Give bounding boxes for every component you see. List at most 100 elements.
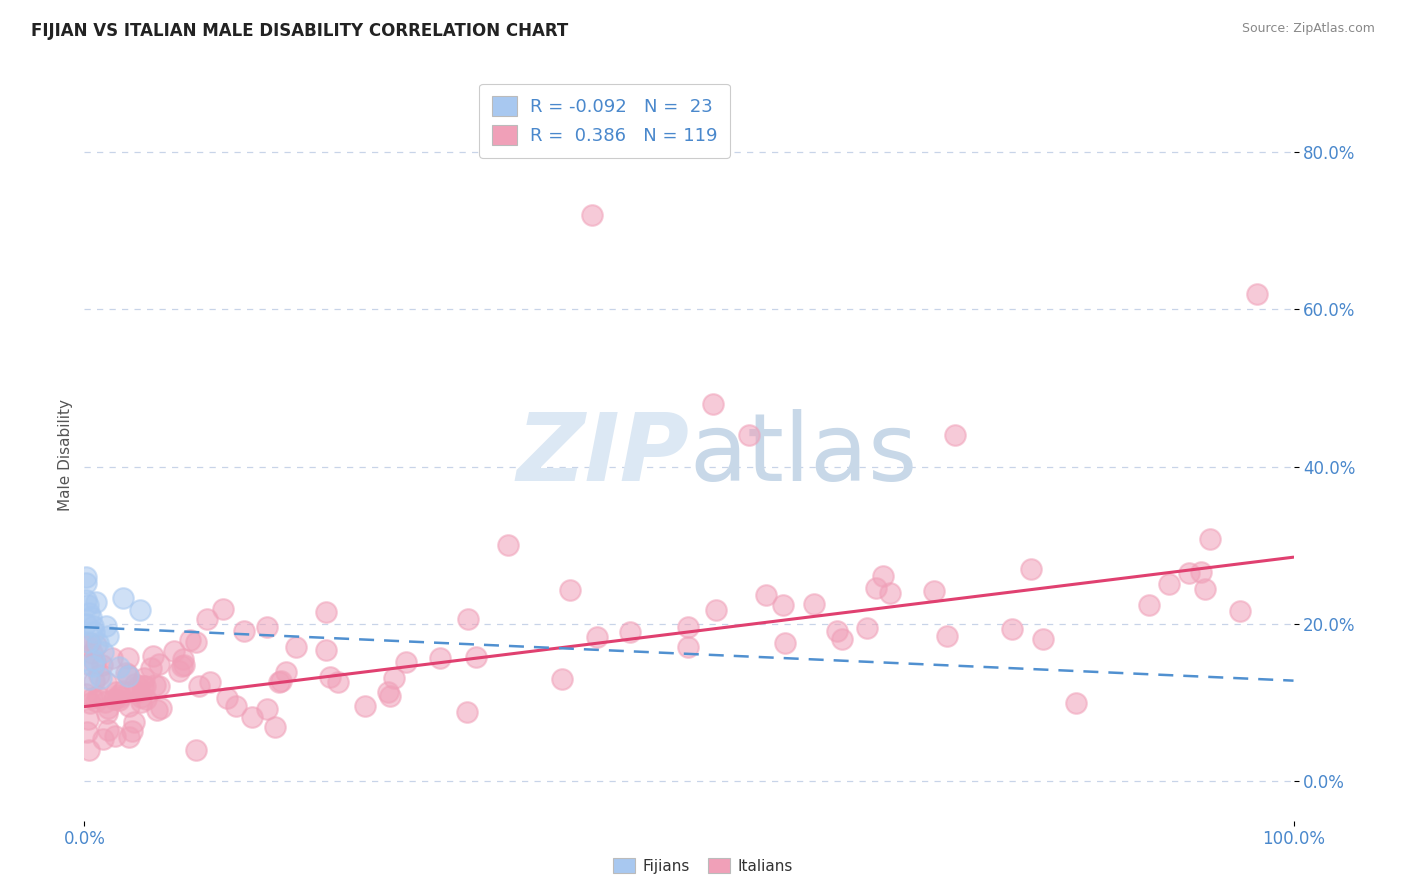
- Point: [148, 679, 170, 693]
- Point: [86, 636, 108, 650]
- Point: [82, 659, 104, 673]
- Point: [76, 639, 98, 653]
- Point: [117, 669, 139, 683]
- Point: [704, 603, 727, 617]
- Point: [83, 652, 105, 666]
- Point: [75, 687, 97, 701]
- Point: [103, 692, 125, 706]
- Point: [1189, 565, 1212, 579]
- Text: FIJIAN VS ITALIAN MALE DISABILITY CORRELATION CHART: FIJIAN VS ITALIAN MALE DISABILITY CORREL…: [31, 22, 568, 40]
- Point: [112, 684, 135, 698]
- Point: [456, 705, 478, 719]
- Point: [84, 657, 107, 671]
- Point: [551, 672, 574, 686]
- Point: [115, 666, 138, 681]
- Legend: Fijians, Italians: Fijians, Italians: [607, 852, 799, 880]
- Point: [315, 605, 337, 619]
- Point: [75, 570, 97, 584]
- Point: [1064, 696, 1087, 710]
- Point: [581, 208, 603, 222]
- Point: [198, 675, 221, 690]
- Point: [96, 618, 118, 632]
- Point: [773, 635, 796, 649]
- Point: [172, 659, 194, 673]
- Point: [184, 635, 207, 649]
- Point: [263, 720, 285, 734]
- Point: [179, 633, 201, 648]
- Point: [93, 732, 115, 747]
- Point: [457, 612, 479, 626]
- Point: [76, 657, 98, 672]
- Point: [354, 698, 377, 713]
- Point: [108, 660, 131, 674]
- Point: [326, 674, 349, 689]
- Point: [82, 619, 104, 633]
- Point: [267, 675, 290, 690]
- Point: [285, 640, 308, 654]
- Point: [94, 675, 117, 690]
- Legend: R = -0.092   N =  23, R =  0.386   N = 119: R = -0.092 N = 23, R = 0.386 N = 119: [479, 84, 730, 158]
- Point: [772, 598, 794, 612]
- Point: [825, 624, 848, 638]
- Point: [146, 703, 169, 717]
- Text: ZIP: ZIP: [516, 409, 689, 501]
- Point: [96, 706, 118, 720]
- Point: [75, 593, 97, 607]
- Point: [97, 723, 120, 738]
- Point: [560, 583, 582, 598]
- Point: [1021, 562, 1043, 576]
- Point: [104, 685, 127, 699]
- Point: [112, 591, 135, 606]
- Point: [132, 671, 155, 685]
- Point: [79, 606, 101, 620]
- Point: [87, 689, 110, 703]
- Point: [380, 689, 402, 703]
- Point: [117, 667, 139, 681]
- Point: [82, 690, 104, 705]
- Point: [145, 678, 167, 692]
- Point: [124, 676, 146, 690]
- Point: [128, 603, 150, 617]
- Y-axis label: Male Disability: Male Disability: [58, 399, 73, 511]
- Text: Source: ZipAtlas.com: Source: ZipAtlas.com: [1241, 22, 1375, 36]
- Point: [134, 679, 156, 693]
- Point: [394, 655, 416, 669]
- Point: [215, 690, 238, 705]
- Point: [80, 610, 103, 624]
- Point: [225, 699, 247, 714]
- Point: [77, 672, 100, 686]
- Point: [108, 690, 131, 704]
- Point: [831, 632, 853, 646]
- Point: [135, 691, 157, 706]
- Point: [125, 685, 148, 699]
- Point: [90, 671, 112, 685]
- Point: [77, 743, 100, 757]
- Point: [118, 731, 141, 745]
- Point: [75, 576, 97, 591]
- Point: [1246, 286, 1268, 301]
- Point: [211, 602, 233, 616]
- Point: [107, 689, 129, 703]
- Point: [91, 645, 114, 659]
- Point: [118, 699, 141, 714]
- Point: [127, 679, 149, 693]
- Point: [148, 657, 170, 672]
- Point: [167, 664, 190, 678]
- Point: [141, 660, 163, 674]
- Point: [935, 629, 957, 643]
- Point: [77, 712, 100, 726]
- Point: [150, 700, 173, 714]
- Point: [117, 650, 139, 665]
- Point: [315, 643, 337, 657]
- Point: [496, 538, 519, 552]
- Point: [89, 668, 111, 682]
- Point: [318, 670, 340, 684]
- Point: [274, 665, 297, 679]
- Point: [377, 685, 399, 699]
- Point: [676, 640, 699, 655]
- Point: [586, 630, 609, 644]
- Point: [83, 673, 105, 688]
- Point: [922, 583, 945, 598]
- Point: [142, 649, 165, 664]
- Point: [76, 598, 98, 612]
